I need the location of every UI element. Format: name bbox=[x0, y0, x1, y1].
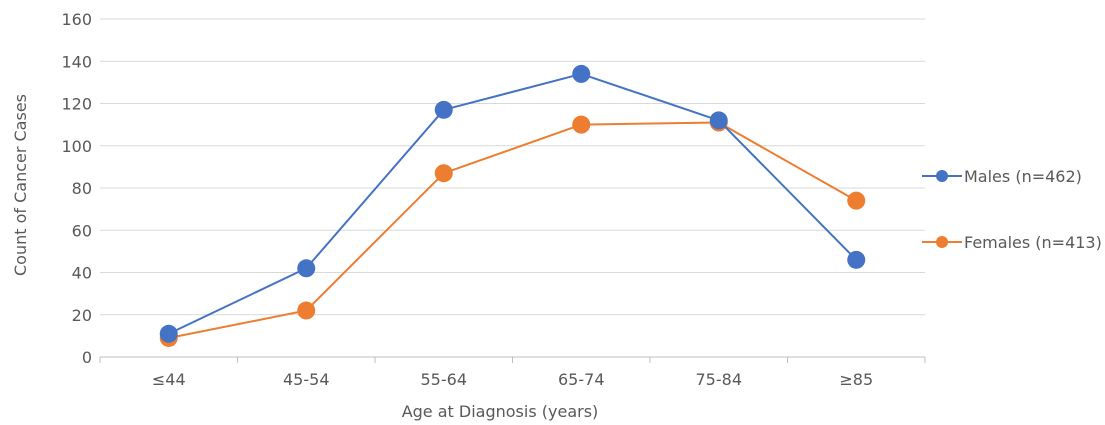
x-tick-label: ≥85 bbox=[839, 370, 873, 389]
y-tick-label: 140 bbox=[61, 52, 92, 71]
data-point bbox=[434, 100, 453, 119]
x-tick-label: ≤44 bbox=[152, 370, 186, 389]
series-line bbox=[168, 72, 857, 335]
data-point bbox=[159, 324, 178, 343]
data-point bbox=[709, 111, 728, 130]
y-axis-title: Count of Cancer Cases bbox=[11, 94, 30, 276]
y-tick-label: 0 bbox=[82, 348, 92, 367]
x-tick-label: 55-64 bbox=[421, 370, 468, 389]
x-axis-title: Age at Diagnosis (years) bbox=[402, 402, 599, 421]
y-tick-label: 100 bbox=[61, 137, 92, 156]
y-tick-label: 80 bbox=[72, 179, 92, 198]
series-line bbox=[168, 121, 857, 339]
legend-label: Males (n=462) bbox=[964, 167, 1082, 186]
legend-item: Females (n=413) bbox=[922, 233, 1102, 252]
series-lines bbox=[159, 64, 866, 347]
legend-item: Males (n=462) bbox=[922, 167, 1082, 186]
data-point bbox=[572, 115, 591, 134]
y-axis-tick-labels: 0 20 40 60 80 100 120 140 160 bbox=[61, 10, 92, 367]
x-tick-label: 45-54 bbox=[283, 370, 330, 389]
series-1 bbox=[159, 64, 866, 343]
x-tick-label: 75-84 bbox=[696, 370, 743, 389]
data-point bbox=[434, 164, 453, 183]
y-tick-label: 40 bbox=[72, 264, 92, 283]
data-point bbox=[847, 250, 866, 269]
legend-marker-swatch bbox=[936, 170, 948, 182]
data-point bbox=[572, 64, 591, 83]
gridlines bbox=[99, 18, 926, 363]
y-tick-label: 20 bbox=[72, 306, 92, 325]
legend-marker-swatch bbox=[936, 236, 948, 248]
data-point bbox=[297, 259, 316, 278]
legend-label: Females (n=413) bbox=[964, 233, 1102, 252]
y-tick-label: 160 bbox=[61, 10, 92, 29]
legend: Males (n=462) Females (n=413) bbox=[922, 167, 1102, 252]
y-tick-label: 120 bbox=[61, 95, 92, 114]
x-axis-tick-labels: ≤44 45-54 55-64 65-74 75-84 ≥85 bbox=[152, 370, 873, 389]
y-tick-label: 60 bbox=[72, 221, 92, 240]
data-point bbox=[847, 191, 866, 210]
data-point bbox=[297, 301, 316, 320]
x-tick-label: 65-74 bbox=[558, 370, 605, 389]
